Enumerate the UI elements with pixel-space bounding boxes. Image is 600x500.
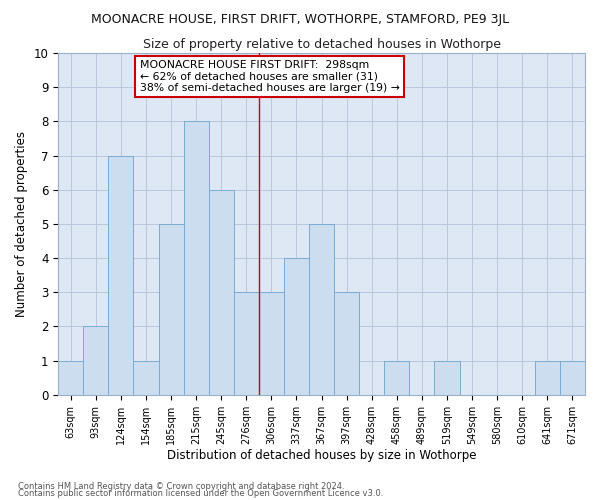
Bar bbox=[384, 360, 409, 395]
Bar bbox=[234, 292, 259, 395]
Bar bbox=[434, 360, 460, 395]
Bar bbox=[58, 360, 83, 395]
Text: MOONACRE HOUSE, FIRST DRIFT, WOTHORPE, STAMFORD, PE9 3JL: MOONACRE HOUSE, FIRST DRIFT, WOTHORPE, S… bbox=[91, 12, 509, 26]
Bar bbox=[535, 360, 560, 395]
Title: Size of property relative to detached houses in Wothorpe: Size of property relative to detached ho… bbox=[143, 38, 500, 51]
Bar bbox=[209, 190, 234, 395]
Bar bbox=[560, 360, 585, 395]
X-axis label: Distribution of detached houses by size in Wothorpe: Distribution of detached houses by size … bbox=[167, 450, 476, 462]
Bar bbox=[284, 258, 309, 395]
Bar bbox=[158, 224, 184, 395]
Bar bbox=[83, 326, 109, 395]
Bar bbox=[259, 292, 284, 395]
Bar bbox=[109, 156, 133, 395]
Text: MOONACRE HOUSE FIRST DRIFT:  298sqm
← 62% of detached houses are smaller (31)
38: MOONACRE HOUSE FIRST DRIFT: 298sqm ← 62%… bbox=[140, 60, 400, 93]
Bar bbox=[133, 360, 158, 395]
Text: Contains HM Land Registry data © Crown copyright and database right 2024.: Contains HM Land Registry data © Crown c… bbox=[18, 482, 344, 491]
Y-axis label: Number of detached properties: Number of detached properties bbox=[15, 131, 28, 317]
Bar bbox=[184, 122, 209, 395]
Bar bbox=[309, 224, 334, 395]
Text: Contains public sector information licensed under the Open Government Licence v3: Contains public sector information licen… bbox=[18, 489, 383, 498]
Bar bbox=[334, 292, 359, 395]
